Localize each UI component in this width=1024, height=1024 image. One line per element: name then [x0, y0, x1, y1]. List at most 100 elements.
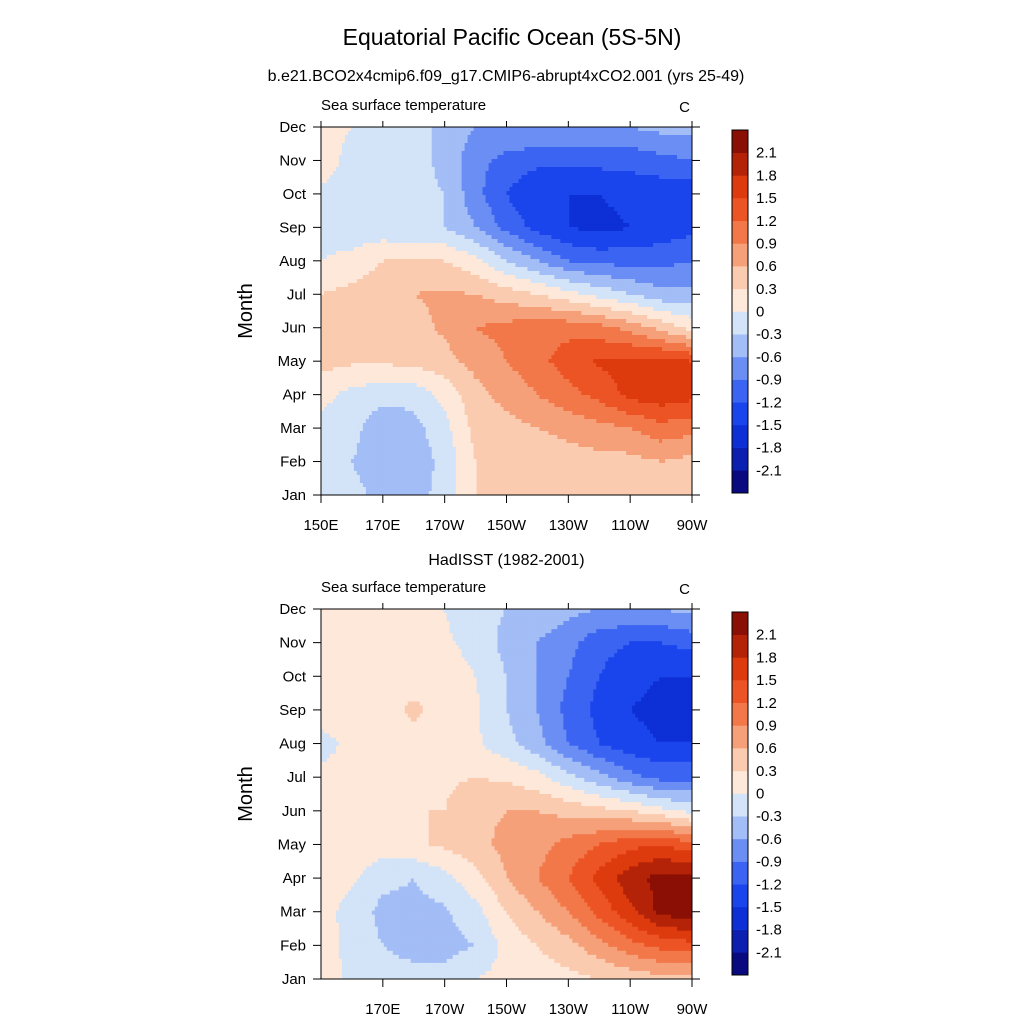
colorbar-label: 0.9 [756, 235, 777, 252]
colorbar-label: 0 [756, 304, 764, 321]
colorbar-swatch [732, 906, 748, 930]
colorbar-label: -1.2 [756, 394, 782, 411]
y-tick-label: May [278, 353, 307, 370]
colorbar-label: 0.3 [756, 281, 777, 298]
variable-label: Sea surface temperature [321, 579, 486, 596]
colorbar-swatch [732, 402, 748, 426]
colorbar-label: 2.1 [756, 627, 777, 644]
colorbar-swatch [732, 657, 748, 681]
colorbar-label: 1.5 [756, 190, 777, 207]
y-tick-label: Nov [279, 152, 306, 169]
x-tick-label: 130W [549, 1001, 589, 1018]
x-tick-label: 150E [303, 517, 338, 534]
colorbar-label: -1.5 [756, 899, 782, 916]
colorbar-swatch [732, 725, 748, 749]
colorbar-swatch [732, 266, 748, 290]
colorbar-swatch [732, 748, 748, 772]
y-tick-label: Aug [279, 736, 306, 753]
y-tick-label: Dec [279, 119, 306, 136]
colorbar-swatch [732, 612, 748, 635]
sst-field [321, 127, 692, 495]
colorbar-label: 1.2 [756, 695, 777, 712]
x-tick-label: 150W [487, 517, 527, 534]
sst-field [321, 609, 692, 979]
colorbar-label: 1.5 [756, 672, 777, 689]
colorbar-swatch [732, 838, 748, 862]
y-tick-label: Mar [280, 420, 306, 437]
colorbar-swatch [732, 634, 748, 658]
colorbar-swatch [732, 861, 748, 885]
colorbar-swatch [732, 379, 748, 403]
y-tick-label: Jun [282, 320, 306, 337]
x-tick-label: 170W [425, 1001, 465, 1018]
colorbar-swatch [732, 470, 748, 494]
x-tick-label: 170E [365, 517, 400, 534]
y-tick-label: Jun [282, 803, 306, 820]
panel-title: HadISST (1982-2001) [428, 552, 584, 569]
y-tick-label: Aug [279, 253, 306, 270]
colorbar-label: 2.1 [756, 145, 777, 162]
y-tick-label: Jul [287, 286, 306, 303]
figure-subtitle: b.e21.BCO2x4cmip6.f09_g17.CMIP6-abrupt4x… [268, 68, 745, 85]
y-tick-label: Nov [279, 635, 306, 652]
colorbar-label: 0 [756, 786, 764, 803]
x-tick-label: 90W [677, 1001, 709, 1018]
x-tick-label: 150W [487, 1001, 527, 1018]
colorbar-swatch [732, 680, 748, 704]
colorbar-swatch [732, 130, 748, 153]
colorbar-label: 1.8 [756, 167, 777, 184]
colorbar-swatch [732, 152, 748, 176]
colorbar: -2.1 -1.8 -1.5 -1.2 -0.9 -0.6 -0.3 0 0.3 0.6 0.9 1.… [731, 129, 782, 494]
y-tick-label: Oct [283, 186, 307, 203]
colorbar-label: -1.2 [756, 876, 782, 893]
colorbar-frame [731, 611, 749, 976]
units-label: C [679, 581, 690, 598]
colorbar-label: 0.3 [756, 763, 777, 780]
colorbar-label: -0.9 [756, 854, 782, 871]
colorbar-label: -1.8 [756, 440, 782, 457]
colorbar-label: 0.9 [756, 717, 777, 734]
colorbar-label: -1.5 [756, 417, 782, 434]
y-tick-label: Feb [280, 937, 306, 954]
colorbar-swatch [732, 356, 748, 380]
colorbar-label: -0.3 [756, 326, 782, 343]
colorbar-label: -0.9 [756, 372, 782, 389]
colorbar-label: -0.6 [756, 831, 782, 848]
y-tick-label: Jan [282, 971, 306, 988]
colorbar-swatch [732, 220, 748, 244]
colorbar-swatch [732, 702, 748, 726]
colorbar-frame [731, 129, 749, 494]
colorbar-label: -0.3 [756, 808, 782, 825]
colorbar-label: -1.8 [756, 922, 782, 939]
y-tick-label: May [278, 836, 307, 853]
colorbar: -2.1 -1.8 -1.5 -1.2 -0.9 -0.6 -0.3 0 0.3 0.6 0.9 1.… [731, 611, 782, 976]
colorbar-swatch [732, 334, 748, 358]
colorbar-label: 0.6 [756, 258, 777, 275]
y-tick-label: Sep [279, 219, 306, 236]
colorbar-swatch [732, 175, 748, 199]
x-tick-label: 110W [611, 517, 650, 534]
colorbar-label: -2.1 [756, 944, 782, 961]
colorbar-swatch [732, 793, 748, 817]
colorbar-swatch [732, 952, 748, 976]
y-axis-title: Month [235, 766, 257, 822]
colorbar-swatch [732, 288, 748, 312]
panel-hadisst: HadISST (1982-2001) Sea surface temperatu… [235, 552, 782, 1018]
y-tick-label: Sep [279, 702, 306, 719]
variable-label: Sea surface temperature [321, 97, 486, 114]
x-tick-label: 170E [365, 1001, 400, 1018]
colorbar-swatch [732, 816, 748, 840]
y-tick-label: Jan [282, 487, 306, 504]
colorbar-swatch [732, 311, 748, 335]
colorbar-label: 1.2 [756, 213, 777, 230]
y-tick-label: Jul [287, 769, 306, 786]
colorbar-swatch [732, 424, 748, 448]
x-tick-label: 110W [611, 1001, 650, 1018]
colorbar-swatch [732, 929, 748, 953]
x-tick-label: 130W [549, 517, 589, 534]
y-tick-label: Mar [280, 904, 306, 921]
x-tick-label: 170W [425, 517, 465, 534]
colorbar-swatch [732, 243, 748, 267]
y-tick-label: Apr [283, 387, 306, 404]
